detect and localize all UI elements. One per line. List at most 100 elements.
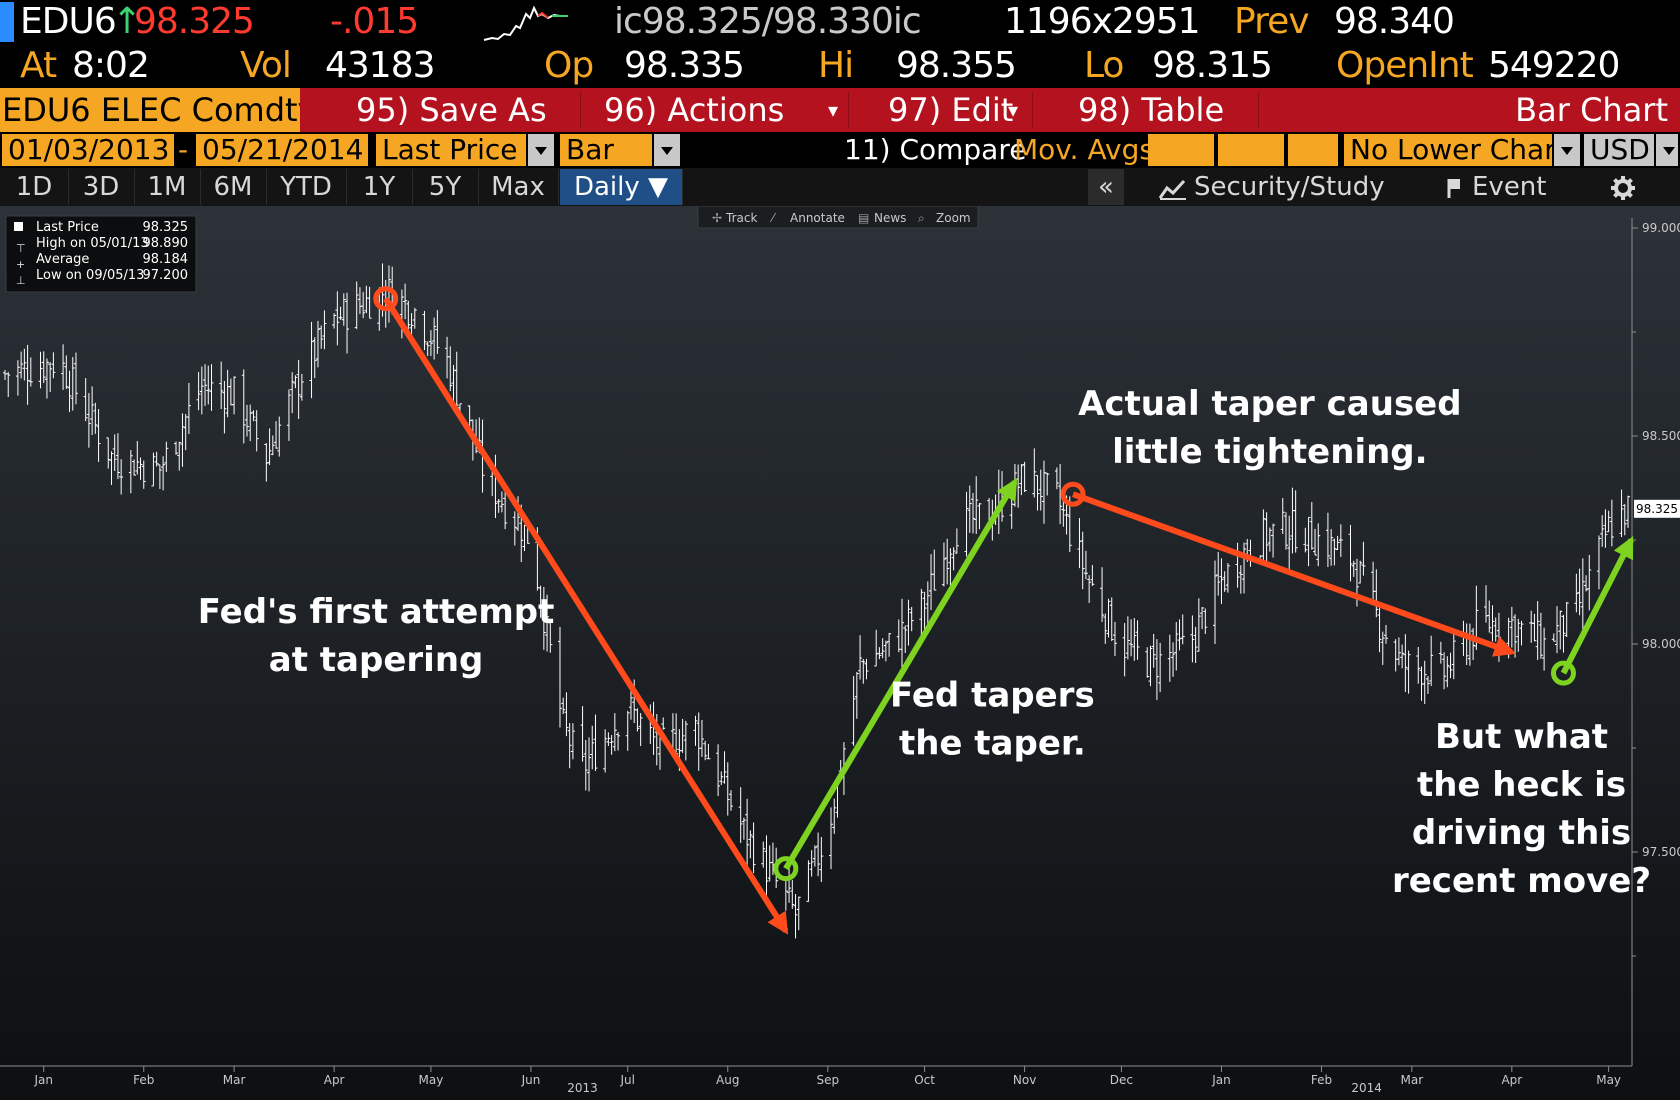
price-bar [1216, 551, 1221, 596]
period-1d[interactable]: 1D [0, 169, 69, 205]
price-bar [764, 835, 769, 899]
time-label: At [20, 45, 57, 86]
open-price: 98.335 [624, 45, 745, 86]
period-1m[interactable]: 1M [134, 169, 201, 205]
study-slot[interactable] [1288, 134, 1338, 166]
study-slot[interactable] [1148, 134, 1214, 166]
gear-icon[interactable] [1610, 175, 1636, 201]
study-slot[interactable] [1218, 134, 1284, 166]
price-bar [432, 317, 437, 360]
zoom-icon[interactable]: ⌕ [918, 211, 925, 225]
collapse-button[interactable]: « [1088, 169, 1124, 205]
event-button[interactable]: Event [1472, 172, 1547, 202]
price-bar [1100, 567, 1105, 623]
table-button[interactable]: 98) Table [1078, 91, 1225, 129]
price-bar [244, 404, 249, 437]
price-bar [1335, 535, 1340, 551]
chart-type-select[interactable]: Bar [560, 134, 652, 166]
price-bar [319, 325, 324, 349]
period-1y[interactable]: 1Y [346, 169, 413, 205]
field-dropdown-icon[interactable] [528, 134, 554, 166]
price-bar [22, 348, 27, 381]
price-bar [86, 393, 91, 448]
security-study-button[interactable]: Security/Study [1194, 172, 1385, 202]
lower-chart-dropdown-icon[interactable] [1554, 134, 1580, 166]
currency-select[interactable]: USD [1584, 134, 1654, 166]
x-month-label: Apr [1501, 1073, 1522, 1087]
price-bar [312, 337, 317, 379]
lower-chart-select[interactable]: No Lower Chart [1344, 134, 1552, 166]
edit-caret-icon[interactable]: ▾ [1008, 98, 1019, 122]
field-select[interactable]: Last Price [376, 134, 526, 166]
actions-caret-icon[interactable]: ▾ [828, 98, 839, 122]
price-bar [19, 351, 24, 379]
price-bar [315, 320, 320, 368]
price-chart[interactable]: 99.000 98.500 98.000 97.500 98.325 Jan Feb Mar… [0, 206, 1680, 1100]
x-month-label: Aug [716, 1073, 739, 1087]
price-bar [1603, 509, 1608, 548]
price-bar [1338, 524, 1343, 557]
actions-menu[interactable]: 96) Actions [604, 91, 785, 129]
price-bar [1403, 634, 1408, 692]
price-bar [161, 456, 166, 491]
price-bar [138, 457, 143, 480]
chart-study-icon[interactable] [1158, 178, 1188, 200]
price-bar [1171, 642, 1176, 677]
period-6m[interactable]: 6M [200, 169, 267, 205]
save-as-button[interactable]: 95) Save As [356, 91, 547, 129]
legend-value: 98.890 [143, 236, 189, 251]
price-bar [157, 464, 162, 489]
price-bar [67, 370, 72, 413]
price-bar [1542, 627, 1547, 671]
track-icon[interactable]: ✢ [712, 211, 722, 225]
price-bar [1129, 619, 1134, 657]
menu-divider [1032, 92, 1033, 128]
period-3d[interactable]: 3D [68, 169, 135, 205]
security-field[interactable]: EDU6 ELEC Comdty [0, 88, 300, 132]
period-ytd[interactable]: YTD [266, 169, 347, 205]
currency-dropdown-icon[interactable] [1656, 134, 1678, 166]
price-bar [580, 706, 585, 762]
price-bar [1600, 515, 1605, 547]
price-bar [1516, 618, 1521, 652]
period-5y[interactable]: 5Y [412, 169, 479, 205]
chart-type-dropdown-icon[interactable] [654, 134, 680, 166]
annotate-tool[interactable]: Annotate [790, 211, 845, 225]
price-bar [1606, 510, 1611, 533]
price-bar [1193, 626, 1198, 663]
legend-label: High on 05/01/13 [36, 236, 149, 251]
news-tool[interactable]: News [874, 211, 906, 225]
average-marker-icon: + [16, 258, 25, 271]
price-bar [1519, 620, 1524, 646]
price-bar [625, 710, 630, 751]
frequency-select[interactable]: Daily ▼ [560, 169, 683, 205]
period-max[interactable]: Max [478, 169, 559, 205]
red-trend-arrow [1072, 491, 1516, 657]
edit-menu[interactable]: 97) Edit [888, 91, 1014, 129]
price-bar [932, 549, 937, 591]
annotations: Fed's first attempt at tapering Fed tapers… [198, 384, 1651, 901]
price-bar [538, 585, 543, 618]
x-month-label: Mar [1400, 1073, 1423, 1087]
x-month-label: Oct [914, 1073, 935, 1087]
start-date-field[interactable]: 01/03/2013 [2, 134, 174, 166]
price-bar [1283, 512, 1288, 550]
price-bar [115, 433, 120, 480]
price-bar [512, 511, 517, 546]
zoom-tool[interactable]: Zoom [936, 211, 971, 225]
news-icon[interactable]: ▤ [858, 211, 869, 225]
price-bar [1377, 605, 1382, 653]
annotate-icon[interactable]: ⁄ [769, 211, 777, 225]
price-bar [1106, 598, 1111, 638]
price-bar [748, 830, 753, 859]
track-tool[interactable]: Track [725, 211, 757, 225]
price-bar [877, 647, 882, 660]
end-date-field[interactable]: 05/21/2014 [196, 134, 368, 166]
mov-avgs-button[interactable]: Mov. Avgs [1014, 133, 1154, 166]
x-month-label: Apr [324, 1073, 345, 1087]
last-price: 98.325 [134, 1, 255, 42]
price-bar [83, 378, 88, 422]
compare-button[interactable]: 11) Compare [844, 133, 1027, 166]
flag-icon[interactable] [1446, 177, 1464, 199]
price-bar [725, 762, 730, 816]
